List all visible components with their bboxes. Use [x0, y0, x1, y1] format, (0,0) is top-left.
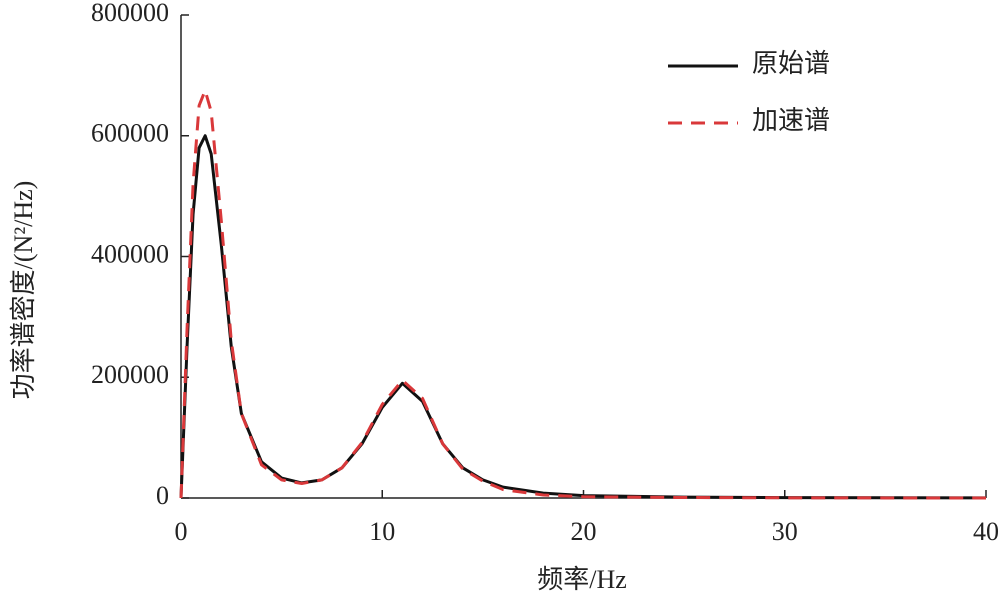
x-tick-label: 20 — [571, 517, 597, 546]
legend-label: 加速谱 — [752, 106, 830, 135]
y-tick-label: 600000 — [91, 119, 169, 148]
y-tick-label: 800000 — [91, 0, 169, 27]
line-series — [179, 134, 987, 500]
x-tick-label: 30 — [772, 517, 798, 546]
x-tick-label: 0 — [175, 517, 188, 546]
y-tick-label: 200000 — [91, 360, 169, 389]
legend-label: 原始谱 — [752, 49, 830, 78]
x-axis-label: 频率/Hz — [537, 565, 627, 594]
y-tick-label: 0 — [156, 481, 169, 510]
line-series — [179, 88, 987, 500]
y-axis-label: 功率谱密度/(N²/Hz) — [9, 181, 38, 400]
x-tick-label: 10 — [369, 517, 395, 546]
y-tick-label: 400000 — [91, 239, 169, 268]
x-tick-label: 40 — [973, 517, 999, 546]
